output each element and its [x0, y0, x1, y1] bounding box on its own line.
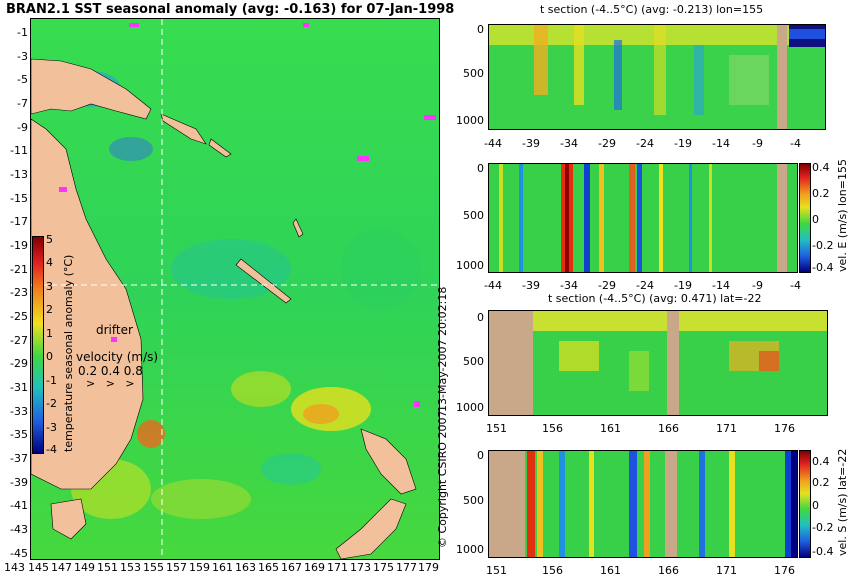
panel-v-lat-xticks: 151 156 161 166 171 176 [486, 564, 795, 577]
map-colorbar [32, 236, 44, 454]
panel-t-lat-xticks: 151 156 161 166 171 176 [486, 422, 795, 435]
vel-s-colorbar-label: vel. S (m/s) lat=-22 [836, 448, 849, 556]
sst-anomaly-map[interactable] [30, 18, 440, 560]
australia-land [31, 118, 144, 490]
vel-e-colorbar-label: vel. E (m/s) lon=155 [836, 159, 849, 272]
t-section-lon-plot[interactable] [488, 24, 826, 130]
solomon-islands-land [160, 113, 207, 145]
new-caledonia-land [235, 258, 292, 304]
vel-s-section-lat-plot[interactable] [488, 450, 798, 558]
tasmania-land [50, 498, 87, 540]
panel-t-lon-xticks: -44 -39 -34 -29 -24 -19 -14 -9 -4 [484, 137, 801, 150]
vel-e-section-lon-plot[interactable] [488, 163, 798, 273]
map-canvas [31, 19, 439, 559]
map-title: BRAN2.1 SST seasonal anomaly (avg: -0.16… [6, 2, 455, 17]
new-guinea-land [31, 58, 152, 120]
vel-e-colorbar [799, 163, 811, 273]
vel-e-colorbar-ticks: 0.4 0.2 0 -0.2 -0.4 [812, 161, 834, 274]
drifter-label: drifter [96, 323, 133, 337]
map-lon-ticks: 143 145 147 149 151 153 155 157 159 161 … [4, 561, 439, 574]
t-section-lat-plot[interactable] [488, 310, 828, 416]
velocity-scale-arrows: > > > [86, 377, 135, 390]
vel-s-colorbar-ticks: 0.4 0.2 0 -0.2 -0.4 [812, 455, 834, 558]
velocity-label: velocity (m/s) [76, 350, 159, 364]
new-zealand-south-land [335, 498, 407, 559]
copyright-notice: © Copyright CSIRO 2007 [436, 410, 449, 548]
drifter-markers [59, 23, 436, 407]
vel-s-colorbar [799, 450, 811, 558]
map-lat-ticks: -1 -3 -5 -7 -9 -11 -13 -15 -17 -19 -21 -… [10, 26, 28, 560]
panel-v-lon-xticks: -44 -39 -34 -29 -24 -19 -14 -9 -4 [484, 279, 801, 292]
velocity-scale-ticks: 0.2 0.4 0.8 [78, 364, 143, 378]
panel-t-lon-title: t section (-4..5°C) (avg: -0.213) lon=15… [540, 3, 764, 16]
panel-t-lat-title: t section (-4..5°C) (avg: 0.471) lat=-22 [548, 292, 762, 305]
map-colorbar-label: temperature seasonal anomaly (°C) [62, 254, 75, 452]
new-zealand-north-land [360, 428, 417, 495]
date-stamp: 13-May-2007 20:02:18 [436, 286, 449, 412]
map-colorbar-ticks: 5 4 3 2 1 0 -1 -2 -3 -4 [46, 233, 57, 456]
